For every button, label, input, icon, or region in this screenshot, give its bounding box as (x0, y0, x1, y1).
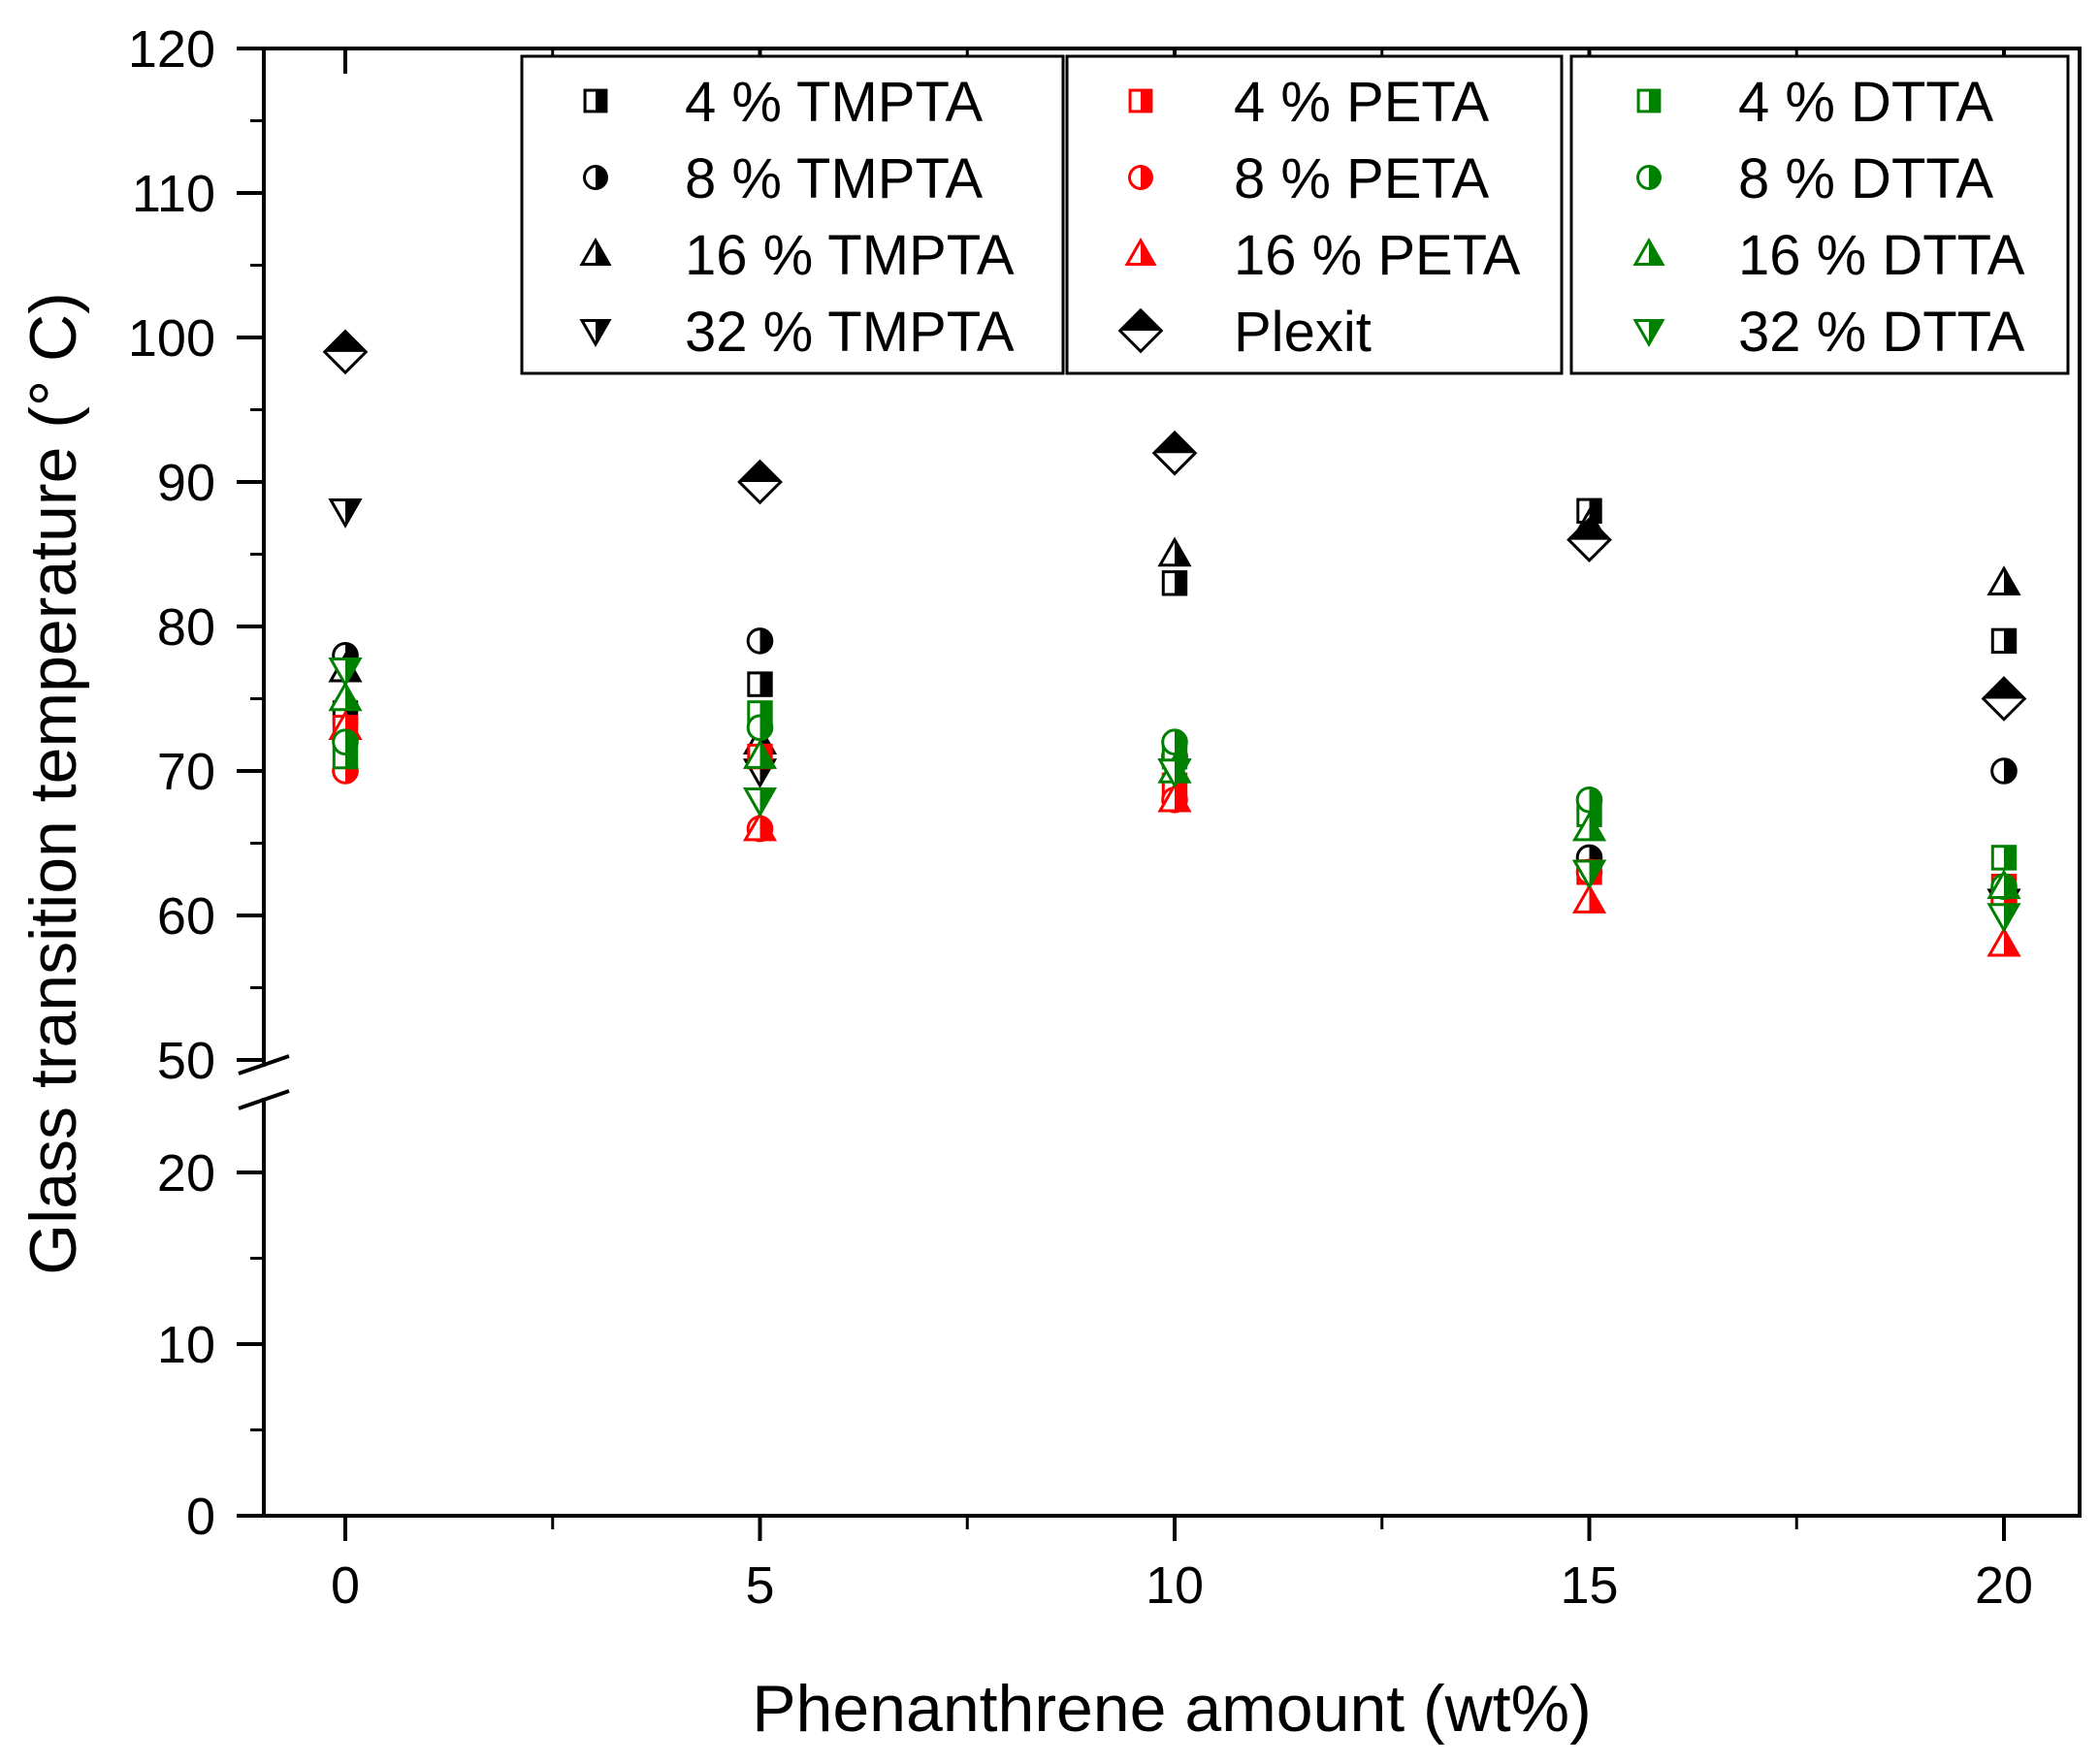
legend-label: 4 % DTTA (1738, 71, 1993, 134)
legend-marker (1117, 307, 1164, 354)
x-tick-label: 10 (1146, 1556, 1204, 1615)
data-point-plexit (322, 329, 369, 375)
y-tick-label: 90 (157, 454, 215, 512)
legend-label: 32 % DTTA (1738, 301, 2025, 364)
data-point-32-dtta (328, 657, 363, 688)
legend-marker (1128, 165, 1153, 190)
y-tick-label: 100 (128, 309, 215, 368)
y-tick-label: 80 (157, 598, 215, 657)
legend-marker (579, 319, 612, 348)
axis-break-gap (254, 1067, 274, 1098)
data-point-32-dtta (1157, 758, 1192, 789)
legend-label: 32 % TMPTA (685, 301, 1015, 364)
y-tick-label: 20 (157, 1144, 215, 1203)
legend-marker (1632, 319, 1665, 348)
data-point-plexit (1151, 430, 1198, 476)
legend-marker (1128, 88, 1153, 113)
legend-box (520, 54, 1065, 375)
data-point-16-tmpta (1157, 536, 1192, 567)
legend: 4 % TMPTA 8 % TMPTA 16 % TMPTA 32 % TMPTA 4 … (520, 54, 2070, 375)
y-tick-label: 110 (132, 165, 215, 223)
axis-break-mark (238, 1054, 290, 1075)
y-tick-label: 120 (128, 20, 215, 79)
y-tick-label: 70 (157, 743, 215, 801)
data-point-plexit (1566, 517, 1612, 562)
legend-marker (583, 165, 608, 190)
data-point-16-peta (742, 811, 778, 842)
legend-marker (1636, 165, 1662, 190)
y-tick-label: 50 (157, 1032, 215, 1090)
data-point-8-dtta (332, 728, 359, 756)
x-tick-label: 0 (331, 1556, 360, 1615)
data-point-8-tmpta (746, 627, 774, 655)
data-point-32-tmpta (328, 498, 363, 529)
data-point-16-peta (1986, 926, 2021, 957)
legend-label: 16 % TMPTA (685, 224, 1015, 287)
data-point-8-dtta (1575, 786, 1603, 814)
y-tick-label: 0 (186, 1488, 215, 1546)
legend-marker (1632, 237, 1665, 266)
data-point-plexit (1981, 676, 2027, 722)
legend-label: 16 % DTTA (1738, 224, 2025, 287)
data-point-4-tmpta (1990, 627, 2018, 655)
data-point-16-dtta (1571, 811, 1607, 842)
data-point-32-dtta (1986, 903, 2021, 934)
data-point-plexit (737, 459, 783, 505)
data-point-16-tmpta (1986, 565, 2021, 596)
legend-marker (1636, 88, 1662, 113)
data-markers (322, 329, 2027, 957)
data-point-32-dtta (742, 787, 778, 818)
legend-marker (579, 237, 612, 266)
y-tick-label: 60 (157, 887, 215, 946)
data-point-16-peta (1571, 883, 1607, 914)
plot-frame (262, 47, 2082, 1518)
x-tick-label: 5 (745, 1556, 774, 1615)
data-point-4-tmpta (1161, 570, 1188, 596)
legend-label: Plexit (1234, 301, 1372, 364)
y-axis-title: Glass transition temperature (° C) (16, 292, 90, 1275)
y-tick-label: 10 (157, 1316, 215, 1374)
data-point-16-dtta (328, 681, 363, 712)
axes: 0 10 20 50 60 70 80 90 100 110 120 0 5 10 15 20 (128, 20, 2033, 1615)
data-point-4-tmpta (747, 671, 773, 697)
data-point-16-dtta (742, 739, 778, 769)
legend-marker (583, 88, 608, 113)
legend-label: 16 % PETA (1234, 224, 1521, 287)
data-point-8-dtta (746, 714, 774, 742)
x-tick-label: 15 (1560, 1556, 1618, 1615)
legend-label: 8 % TMPTA (685, 147, 984, 210)
legend-label: 4 % TMPTA (685, 71, 984, 134)
legend-label: 8 % PETA (1234, 147, 1490, 210)
legend-label: 4 % PETA (1234, 71, 1490, 134)
axis-break-mark (238, 1089, 290, 1110)
data-point-4-dtta (1990, 845, 2018, 871)
data-point-16-dtta (1986, 869, 2021, 899)
legend-label: 8 % DTTA (1738, 147, 1993, 210)
legend-marker (1124, 237, 1157, 266)
x-axis-title: Phenanthrene amount (wt%) (752, 1672, 1592, 1746)
data-point-8-dtta (1161, 728, 1188, 756)
data-point-32-dtta (1571, 859, 1607, 890)
data-point-16-peta (1157, 782, 1192, 813)
x-tick-label: 20 (1975, 1556, 2033, 1615)
data-point-8-tmpta (1990, 757, 2018, 785)
